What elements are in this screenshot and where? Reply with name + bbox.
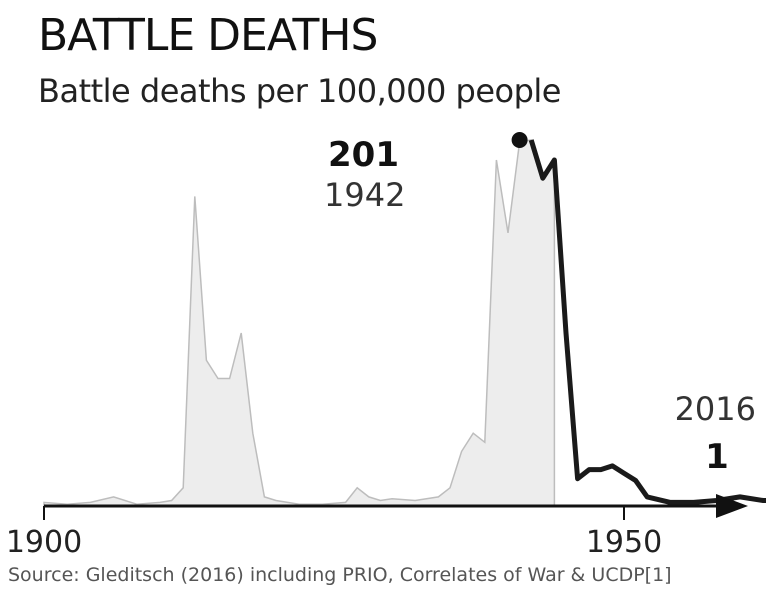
end-year-label: 2016: [675, 390, 756, 428]
post-1942-line: [528, 139, 766, 505]
battle-deaths-chart: 190019502000 201 1942 2016 1: [6, 132, 766, 560]
source-note: Source: Gleditsch (2016) including PRIO,…: [8, 564, 672, 586]
peak-value-label: 201: [328, 135, 399, 175]
x-tick-label: 1900: [6, 525, 82, 560]
peak-year-label: 1942: [324, 176, 405, 214]
pre-1942-area: [43, 139, 556, 507]
peak-marker: [511, 132, 528, 148]
x-tick-label: 1950: [586, 525, 662, 560]
x-axis-ticks: 190019502000: [6, 506, 662, 560]
x-axis-arrowhead: [716, 494, 748, 518]
chart-title: BATTLE DEATHS: [38, 10, 378, 61]
end-value-label: 1: [705, 437, 729, 477]
chart-subtitle: Battle deaths per 100,000 people: [38, 72, 561, 110]
